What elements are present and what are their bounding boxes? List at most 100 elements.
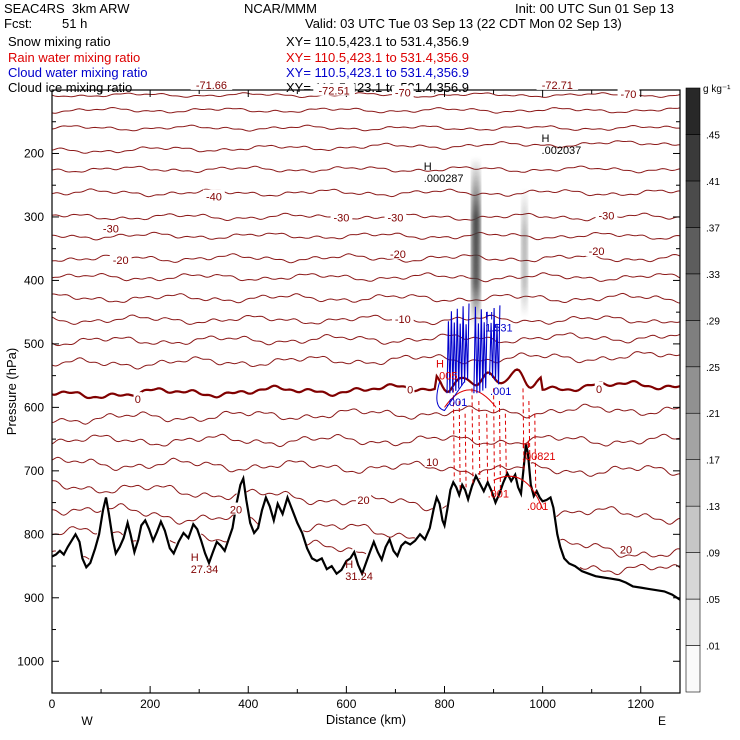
temperature-label: -72.71 <box>542 80 573 92</box>
temp-label-bg <box>617 86 640 99</box>
extremum-value: .001 <box>488 488 509 500</box>
temp-label-bg <box>330 210 353 223</box>
temperature-label: -40 <box>206 192 222 204</box>
rain-contour <box>498 401 501 492</box>
rain-contour <box>444 389 497 408</box>
cloud-water-contour <box>436 381 465 412</box>
extremum-value: .001 <box>490 386 511 398</box>
extremum-mark: H <box>436 358 444 370</box>
rain-contour <box>458 401 461 493</box>
isotherm-line <box>52 456 680 477</box>
init-label: Init: 00 UTC Sun 01 Sep 13 <box>515 1 674 16</box>
colorbar-segment <box>685 459 701 507</box>
x-tick-label: 200 <box>140 697 160 711</box>
rain-contour <box>471 388 474 484</box>
extremum-value: .00821 <box>522 451 556 463</box>
temp-label-bg <box>391 85 414 98</box>
extremum-value: .002037 <box>542 145 582 157</box>
x-tick-label: 1000 <box>529 697 556 711</box>
colorbar-label: .41 <box>706 177 720 188</box>
temperature-label: -30 <box>387 213 403 225</box>
fcst-value: 51 h <box>62 16 88 31</box>
isotherm-line <box>52 526 680 576</box>
colorbar-segment <box>685 552 701 600</box>
cloud-water-contour <box>473 306 488 394</box>
temp-label-bg <box>405 382 415 395</box>
temp-label-bg <box>424 454 440 467</box>
isotherm-line <box>52 272 680 283</box>
field-cloudwater-name: Cloud water mixing ratio <box>8 65 148 80</box>
field-cloudice-name: Cloud ice mixing ratio <box>8 80 133 95</box>
colorbar-label: .01 <box>706 642 720 653</box>
project-label: SEAC4RS 3km ARW <box>4 1 130 16</box>
x-tick-label: 0 <box>49 697 56 711</box>
freezing-level-isotherm <box>52 368 680 400</box>
extremum-value: .001 <box>527 501 548 513</box>
isotherm-line <box>52 433 680 448</box>
isotherm-line <box>52 124 680 132</box>
rain-contour <box>528 401 531 462</box>
colorbar-label: .13 <box>706 502 720 513</box>
x-tick-label: 1200 <box>627 697 654 711</box>
extremum-mark: H <box>485 311 493 323</box>
field-rain-name: Rain water mixing ratio <box>8 50 141 65</box>
center-label: NCAR/MMM <box>244 1 317 16</box>
x-axis-title: Distance (km) <box>326 712 406 727</box>
colorbar-label: .17 <box>706 456 720 467</box>
temperature-label: -70 <box>395 88 411 100</box>
isotherm-line <box>52 351 680 370</box>
y-tick-label: 600 <box>24 400 44 414</box>
temperature-label: -10 <box>395 314 411 326</box>
rain-contour <box>464 413 467 488</box>
isotherm-line <box>52 314 680 326</box>
extremum-value: .000287 <box>424 173 464 185</box>
rain-contour <box>493 475 544 510</box>
snow-column <box>471 159 481 325</box>
colorbar-label: .09 <box>706 549 720 560</box>
rain-contour <box>534 413 537 493</box>
colorbar-label: .25 <box>706 363 720 374</box>
temp-label-bg <box>594 381 604 394</box>
x-tick-label: 600 <box>336 697 356 711</box>
isotherm-line <box>52 231 680 241</box>
y-tick-label: 700 <box>24 464 44 478</box>
isotherm-line <box>52 106 680 114</box>
extremum-value: 27.34 <box>191 564 219 576</box>
colorbar-label: .21 <box>706 409 720 420</box>
temperature-label: -30 <box>334 213 350 225</box>
colorbar-segment <box>685 412 701 460</box>
cloud-water-contour <box>489 305 501 385</box>
colorbar-label: .33 <box>706 270 720 281</box>
colorbar-segment <box>685 645 701 693</box>
temp-label-bg <box>109 253 132 266</box>
colorbar-label: .05 <box>706 595 720 606</box>
fcst-label: Fcst: <box>4 16 33 31</box>
valid-label: Valid: 03 UTC Tue 03 Sep 13 (22 CDT Mon … <box>305 16 622 31</box>
temperature-label: -30 <box>598 211 614 223</box>
y-axis-title: Pressure (hPa) <box>4 348 19 435</box>
temperature-label: -71.66 <box>196 80 227 92</box>
colorbar-segment <box>685 227 701 275</box>
colorbar-segment <box>685 366 701 414</box>
temperature-label: 0 <box>135 394 141 406</box>
cloud-water-contour <box>446 303 470 394</box>
isotherm-line <box>52 92 680 99</box>
temperature-label: 20 <box>357 495 369 507</box>
y-tick-label: 300 <box>24 210 44 224</box>
colorbar-unit: g kg⁻¹ <box>703 84 731 95</box>
temperature-label: 0 <box>407 385 413 397</box>
temp-label-bg <box>585 244 608 257</box>
isotherm-line <box>52 140 680 154</box>
temperature-label: 20 <box>230 505 242 517</box>
temp-label-bg <box>386 246 409 259</box>
terrain-line <box>52 443 680 601</box>
temp-label-bg <box>190 77 233 90</box>
extremum-value: .001 <box>446 397 467 409</box>
isotherm-line <box>52 253 680 264</box>
temperature-label: -20 <box>113 255 129 267</box>
isotherm-line <box>52 550 90 560</box>
rain-contour <box>478 401 481 480</box>
y-tick-label: 800 <box>24 527 44 541</box>
isotherm-line <box>52 332 680 347</box>
